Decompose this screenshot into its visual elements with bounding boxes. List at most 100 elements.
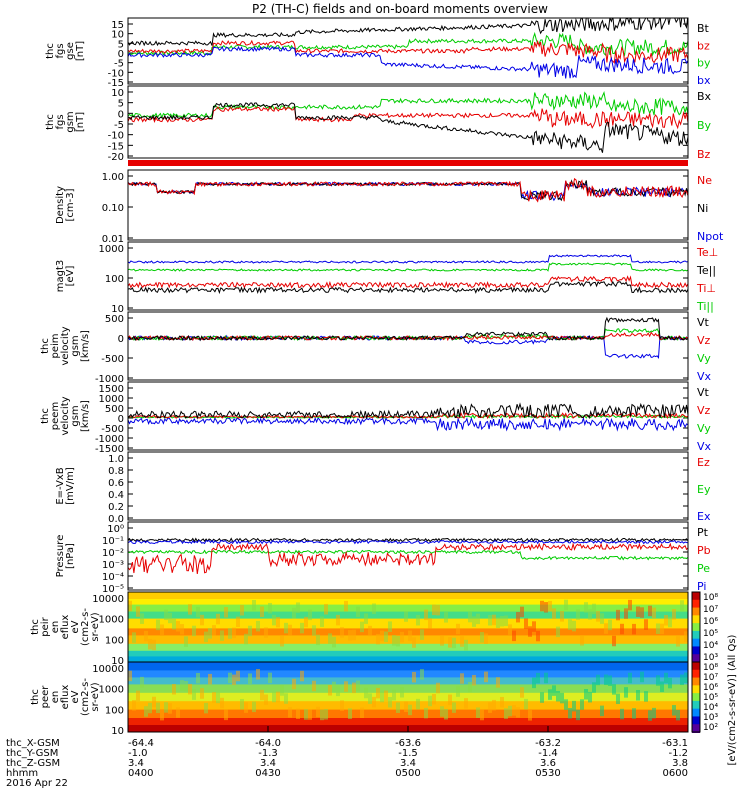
spectrogram-cell: [212, 692, 216, 703]
spectrogram-cell: [584, 689, 588, 700]
series-Bx-line: [128, 102, 688, 153]
spectrogram-cell: [608, 619, 612, 631]
spectrogram-cell: [368, 625, 372, 637]
colorbar-label: [eV/(cm2-s-sr-eV)] (All Qs): [727, 634, 738, 765]
spectrogram-cell: [268, 602, 272, 614]
spectrogram-cell: [504, 615, 508, 627]
spectrogram-cell: [172, 684, 176, 695]
spectrogram-cell: [388, 696, 392, 708]
spectrogram-cell: [304, 616, 308, 628]
spectrogram-cell: [388, 621, 392, 632]
spectrogram-cell: [288, 707, 292, 718]
legend-label-Vz: Vz: [697, 334, 711, 347]
spectrogram-cell: [384, 690, 388, 702]
spectrogram-cell: [220, 630, 224, 641]
colorbar-segment: [692, 693, 700, 702]
spectrogram-cell: [160, 709, 164, 721]
legend-label-Pe: Pe: [697, 562, 710, 575]
spectrogram-cell: [152, 639, 156, 651]
panel-ylabel: thc: [45, 114, 56, 130]
spectrogram-band: [128, 670, 688, 679]
spectrogram-cell: [440, 635, 444, 646]
spectrogram-cell: [652, 707, 656, 719]
spectrogram-cell: [484, 671, 488, 683]
spectrogram-cell: [368, 693, 372, 704]
spectrogram-cell: [176, 707, 180, 718]
spectrogram-cell: [364, 687, 368, 699]
ytick-label: 0: [118, 414, 124, 425]
spectrogram-cell: [188, 604, 192, 615]
spectrogram-cell: [208, 673, 212, 685]
spectrogram-cell: [356, 680, 360, 692]
temperature-series-line: [128, 262, 688, 272]
spectrogram-cell: [380, 630, 384, 642]
spectrogram-cell: [516, 707, 520, 718]
xaxis-value: 3.4: [400, 758, 416, 769]
panel-ylabel: gsm: [70, 335, 81, 356]
ytick-label: -1000: [95, 434, 124, 445]
temperature-series-line: [128, 280, 688, 295]
xaxis-value: -64.4: [128, 738, 154, 749]
panel-ylabel: [eV]: [65, 266, 76, 287]
spectrogram-cell: [616, 609, 620, 621]
spectrogram-cell: [436, 682, 440, 694]
spectrogram-cell: [612, 635, 616, 647]
panel-ylabel: peem: [50, 402, 61, 430]
spectrogram-cell: [476, 707, 480, 718]
ytick-label: -5: [114, 59, 124, 70]
xaxis-value: -1.2: [668, 748, 688, 759]
panel-density: Density [cm-3] 1.00 0.10 0.01 Ne Ni Npot: [55, 169, 724, 245]
panel-ylabel: eflux: [60, 615, 71, 640]
spectrogram-cell: [232, 627, 236, 639]
legend-label-Npot: Npot: [697, 230, 724, 243]
xaxis-value: -1.4: [538, 748, 558, 759]
temperature-series-line: [128, 275, 688, 289]
panel-ylabel: fgs: [55, 43, 66, 58]
spectrogram-cell: [340, 627, 344, 638]
ytick-label: 1.0: [108, 454, 124, 465]
panel-ylabel: gsm: [70, 405, 81, 426]
spectrogram-band: [128, 692, 688, 703]
panel-frame: [127, 241, 689, 311]
spectrogram-cell: [392, 689, 396, 701]
spectrogram-cell: [352, 682, 356, 694]
spectrogram-cell: [212, 625, 216, 636]
panel-ylabel: fgs: [55, 114, 66, 129]
spectrogram-cell: [392, 635, 396, 646]
xaxis-row-label: hhmm: [6, 768, 38, 779]
spectrogram-cell: [128, 600, 132, 612]
spectrogram-cell: [304, 709, 308, 720]
series-By-line: [128, 91, 688, 119]
spectrogram-cell: [260, 689, 264, 701]
spectrogram-cell: [596, 611, 600, 622]
xaxis-value: -1.3: [258, 748, 278, 759]
series-group: [128, 402, 688, 432]
spectrogram-band: [128, 604, 688, 613]
xaxis-value: 0530: [535, 768, 560, 779]
spectrogram-cell: [548, 689, 552, 700]
panel-ylabel: peir: [40, 616, 51, 636]
spectrogram-cell: [316, 706, 320, 718]
spectrogram-cell: [592, 603, 596, 615]
legend-label-Vz: Vz: [697, 404, 711, 417]
ytick-label: 1500: [99, 384, 124, 395]
spectrogram-cell: [620, 708, 624, 720]
spectrogram-cell: [576, 609, 580, 620]
spectrogram-cell: [252, 701, 256, 713]
spectrogram-cell: [256, 620, 260, 632]
spectrogram-cell: [456, 686, 460, 697]
xaxis-row-label: thc_Z-GSM: [6, 758, 60, 769]
spectrogram-cell: [372, 696, 376, 708]
spectrogram-cell: [508, 705, 512, 717]
spectrogram-cell: [584, 602, 588, 613]
spectrogram-cell: [520, 687, 524, 698]
spectrogram-cell: [536, 672, 540, 684]
ytick-label: -20: [108, 152, 124, 163]
spectrogram-cell: [544, 602, 548, 613]
panel-ylabel: magt3: [55, 260, 66, 293]
panel-ylabel: peim: [50, 333, 61, 358]
panel-ylabel: gsm: [65, 111, 76, 132]
ytick-label: 100: [105, 635, 124, 646]
spectrogram-cell: [428, 618, 432, 629]
